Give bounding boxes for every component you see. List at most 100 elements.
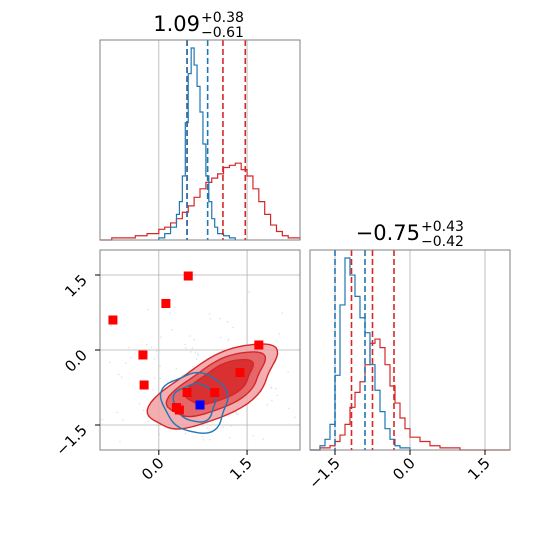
sample-point <box>175 367 178 370</box>
sample-point <box>159 377 162 380</box>
sample-point <box>197 352 199 355</box>
y-tick-label: 1.5 <box>61 271 91 301</box>
x-tick-label: 1.5 <box>464 454 494 484</box>
sample-point <box>246 442 249 444</box>
red-square-marker <box>161 299 171 308</box>
sample-point <box>156 424 158 427</box>
sample-point <box>209 438 211 441</box>
sample-point <box>228 338 230 340</box>
sample-point <box>190 351 192 353</box>
sample-point <box>110 324 112 327</box>
sample-point <box>142 409 145 412</box>
sample-point <box>155 350 158 352</box>
sample-point <box>237 412 240 415</box>
sample-point <box>275 387 277 390</box>
red-square-marker <box>174 405 184 415</box>
reference-histogram <box>158 47 236 240</box>
sample-point <box>166 380 169 383</box>
posterior-histogram <box>310 338 510 451</box>
sample-point <box>189 335 191 337</box>
sample-point <box>262 438 265 440</box>
sample-point <box>168 312 171 314</box>
posterior-histogram <box>100 162 301 241</box>
right-histogram-title-upper-error: +0.43 <box>421 219 464 235</box>
sample-point <box>201 424 204 427</box>
x-tick-label: 1.5 <box>226 454 256 484</box>
sample-point <box>235 411 238 414</box>
x-tick-label: −1.5 <box>305 454 343 492</box>
reference-histogram <box>310 257 411 451</box>
sample-point <box>116 411 119 414</box>
sample-point <box>245 296 248 299</box>
sample-point <box>281 312 283 314</box>
sample-point <box>248 291 250 293</box>
sample-point <box>184 347 187 349</box>
red-square-marker <box>182 388 192 397</box>
sample-point <box>209 318 212 320</box>
sample-point <box>153 377 156 379</box>
sample-point <box>294 416 296 419</box>
y-tick-label: 0.0 <box>61 346 91 376</box>
sample-point <box>147 308 150 311</box>
sample-point <box>219 317 221 320</box>
panel-frame <box>99 39 301 241</box>
red-square-marker <box>254 340 264 350</box>
sample-point <box>278 332 281 335</box>
sample-point <box>271 399 273 402</box>
right-histogram-title-value: −0.75 <box>356 221 420 245</box>
x-tick-label: 0.0 <box>389 454 419 484</box>
sample-point <box>159 365 161 367</box>
y-tick-label: −1.5 <box>52 421 90 459</box>
sample-point <box>146 343 148 346</box>
blue-square-marker <box>195 400 205 410</box>
red-square-marker <box>183 271 193 281</box>
red-square-marker <box>139 380 149 390</box>
x-tick-label: 0.0 <box>138 454 168 484</box>
sample-point <box>125 362 127 364</box>
sample-point <box>208 312 211 315</box>
sample-point <box>127 346 130 349</box>
red-square-marker <box>108 315 118 325</box>
sample-point <box>195 358 198 360</box>
sample-point <box>230 425 233 427</box>
red-square-marker <box>235 368 245 377</box>
sample-point <box>206 427 209 429</box>
sample-point <box>201 435 204 438</box>
sample-point <box>228 436 231 439</box>
sample-point <box>287 407 290 410</box>
sample-point <box>266 404 269 406</box>
marginal-histogram-right: −1.5 0.0 1.5 <box>305 249 511 493</box>
joint-scatter-panel: 0.0 1.5 −1.5 0.0 1.5 <box>52 249 301 484</box>
red-square-marker <box>138 350 148 360</box>
sample-point <box>158 433 161 436</box>
sample-point <box>173 306 176 309</box>
sample-point <box>117 373 120 376</box>
sample-point <box>193 338 196 341</box>
sample-point <box>276 394 279 397</box>
sample-point <box>122 418 124 421</box>
sample-point <box>130 356 132 359</box>
sample-point <box>194 351 197 354</box>
sample-point <box>222 426 224 428</box>
sample-point <box>184 343 186 346</box>
sample-point <box>235 413 238 415</box>
sample-point <box>191 346 194 349</box>
sample-point <box>184 432 187 435</box>
top-histogram-title-upper-error: +0.38 <box>201 10 244 26</box>
sample-point <box>252 434 255 437</box>
sample-point <box>197 354 200 356</box>
sample-point <box>270 387 273 389</box>
sample-point <box>226 320 229 323</box>
top-histogram-title-value: 1.09 <box>153 12 200 36</box>
sample-point <box>150 346 153 348</box>
sample-point <box>138 402 141 405</box>
reference-contour-outer <box>159 371 229 434</box>
sample-point <box>120 376 123 378</box>
sample-point <box>101 418 104 421</box>
sample-point <box>192 366 194 368</box>
sample-point <box>147 420 150 423</box>
right-histogram-title-lower-error: −0.42 <box>421 234 464 250</box>
sample-point <box>152 388 154 391</box>
sample-point <box>160 336 162 338</box>
